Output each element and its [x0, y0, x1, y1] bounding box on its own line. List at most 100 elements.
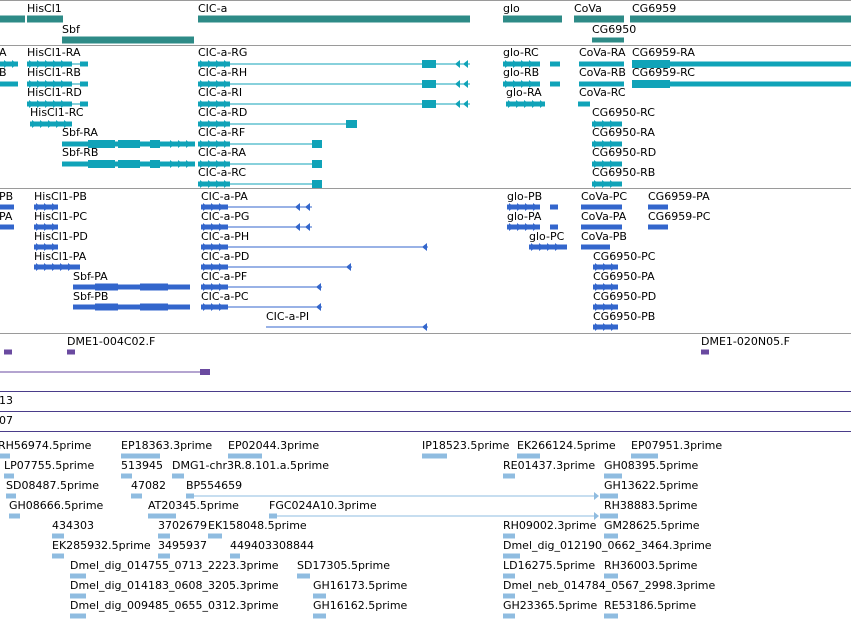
protein-label[interactable]: HisCl1-PA [34, 250, 87, 263]
transcript-arrow[interactable] [200, 80, 205, 88]
transcript-arrow[interactable] [37, 80, 42, 88]
transcript-label[interactable]: CIC-a-RI [198, 86, 243, 99]
est-label[interactable]: Dmel_neb_014784_0567_2998.3prime [503, 579, 716, 592]
transcript-arrow[interactable] [216, 120, 221, 128]
transcript-arrow[interactable] [45, 80, 50, 88]
transcript-label[interactable]: CIC-a-RD [198, 106, 248, 119]
protein-arrow[interactable] [44, 263, 49, 271]
transcript-feature[interactable] [579, 81, 624, 87]
transcript-feature[interactable] [198, 61, 230, 67]
transcript-arrow[interactable] [224, 80, 229, 88]
est-label[interactable]: GH23365.5prime [503, 599, 598, 612]
transcript-label[interactable]: A [0, 46, 7, 59]
est-label[interactable]: GH16173.5prime [313, 579, 408, 592]
protein-arrow[interactable] [603, 263, 608, 271]
transcript-label[interactable]: CIC-a-RF [198, 126, 246, 139]
transcript-arrow[interactable] [463, 100, 468, 108]
est-feature[interactable] [230, 553, 240, 559]
gene-feature-bar[interactable] [0, 15, 25, 23]
est-label[interactable]: 434303 [52, 519, 94, 532]
transcript-arrow[interactable] [513, 60, 518, 68]
transcript-arrow[interactable] [48, 120, 53, 128]
protein-label[interactable]: CoVa-PC [581, 190, 628, 203]
est-feature[interactable] [70, 613, 86, 619]
protein-arrow[interactable] [295, 223, 300, 231]
protein-arrow[interactable] [533, 223, 538, 231]
transcript-arrow[interactable] [170, 140, 175, 148]
transcript-arrow[interactable] [186, 140, 191, 148]
est-feature[interactable] [4, 473, 14, 479]
transcript-feature[interactable] [422, 100, 436, 108]
clone-track[interactable] [0, 349, 709, 376]
est-feature[interactable] [52, 533, 64, 539]
est-label[interactable]: BP554659 [186, 479, 243, 492]
transcript-feature[interactable] [80, 101, 88, 107]
transcript-arrow[interactable] [200, 60, 205, 68]
protein-arrow[interactable] [555, 243, 560, 251]
protein-arrow[interactable] [611, 303, 616, 311]
transcript-feature[interactable] [632, 60, 670, 68]
protein-arrow[interactable] [44, 223, 49, 231]
protein-arrow[interactable] [533, 203, 538, 211]
transcript-arrow[interactable] [216, 140, 221, 148]
gene-label[interactable]: CG6950 [592, 23, 637, 36]
est-label[interactable]: GH08666.5prime [9, 499, 104, 512]
est-label[interactable]: RE53186.5prime [604, 599, 697, 612]
est-feature[interactable] [228, 453, 262, 459]
transcript-arrow[interactable] [529, 60, 534, 68]
transcript-label[interactable]: CG6950-RB [592, 166, 656, 179]
transcript-arrow[interactable] [216, 180, 221, 188]
est-label[interactable]: EP07951.3prime [631, 439, 723, 452]
est-feature[interactable] [600, 493, 618, 499]
transcript-feature[interactable] [150, 160, 160, 168]
transcript-feature[interactable] [118, 160, 140, 168]
transcript-arrow[interactable] [12, 60, 17, 68]
est-feature[interactable] [269, 513, 277, 519]
est-feature[interactable] [313, 613, 326, 619]
transcript-arrow[interactable] [61, 60, 66, 68]
protein-arrow[interactable] [211, 203, 216, 211]
transcript-arrow[interactable] [224, 60, 229, 68]
protein-arrow[interactable] [36, 243, 41, 251]
gene-label[interactable]: glo [503, 2, 520, 15]
transcript-arrow[interactable] [521, 80, 526, 88]
protein-arrow[interactable] [203, 203, 208, 211]
protein-label[interactable]: CIC-a-PC [201, 290, 249, 303]
est-label[interactable]: EK285932.5prime [52, 539, 151, 552]
est-feature[interactable] [148, 513, 176, 519]
transcript-arrow[interactable] [610, 140, 615, 148]
protein-label[interactable]: CoVa-PB [581, 230, 627, 243]
protein-arrow[interactable] [517, 223, 522, 231]
protein-arrow[interactable] [36, 263, 41, 271]
protein-arrow[interactable] [611, 283, 616, 291]
transcript-feature[interactable] [632, 80, 670, 88]
protein-arrow[interactable] [547, 243, 552, 251]
transcript-arrow[interactable] [594, 160, 599, 168]
transcript-arrow[interactable] [53, 60, 58, 68]
protein-arrow[interactable] [539, 243, 544, 251]
transcript-arrow[interactable] [178, 140, 183, 148]
est-feature[interactable] [172, 473, 184, 479]
transcript-feature[interactable] [198, 121, 230, 127]
est-label[interactable]: 513945 [121, 459, 163, 472]
transcript-arrow[interactable] [4, 60, 9, 68]
gene-feature-bar[interactable] [27, 15, 63, 23]
est-label[interactable]: SD17305.5prime [297, 559, 390, 572]
protein-label[interactable]: Sbf-PB [73, 290, 109, 303]
transcript-arrow[interactable] [463, 80, 468, 88]
transcript-arrow[interactable] [224, 160, 229, 168]
clone-feature[interactable] [4, 349, 12, 355]
protein-label[interactable]: CG6950-PC [593, 250, 656, 263]
transcript-label[interactable]: CIC-a-RH [198, 66, 248, 79]
est-feature[interactable] [631, 453, 658, 459]
protein-arrow[interactable] [603, 323, 608, 331]
transcript-arrow[interactable] [178, 160, 183, 168]
gene-label[interactable]: CoVa [574, 2, 602, 15]
gene-feature-bar[interactable] [592, 37, 624, 43]
transcript-feature[interactable] [118, 140, 140, 148]
transcript-label[interactable]: glo-RB [503, 66, 540, 79]
protein-arrow[interactable] [211, 263, 216, 271]
protein-feature[interactable] [73, 284, 190, 290]
est-feature[interactable] [503, 613, 515, 619]
transcript-feature[interactable] [550, 81, 560, 87]
